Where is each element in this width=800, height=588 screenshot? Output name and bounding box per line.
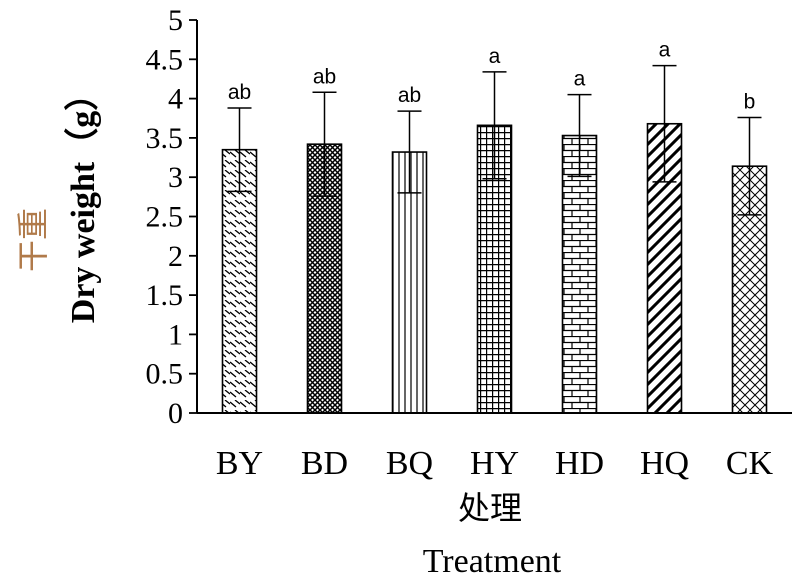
x-axis-label-chinese: 处理	[458, 489, 522, 527]
x-tick-label-hd: HD	[555, 445, 604, 482]
y-tick-label: 2	[168, 240, 183, 273]
bar-bq	[391, 151, 428, 414]
significance-label-ck: b	[744, 90, 756, 113]
significance-label-hy: a	[489, 45, 501, 68]
y-tick-label: 3	[168, 161, 183, 194]
y-tick-label: 4	[168, 83, 183, 116]
y-tick-label: 3.5	[146, 122, 184, 155]
significance-label-hq: a	[659, 39, 671, 62]
bars-layer: ab BY ab BD ab BQ a HY a HD a HQ b CK	[216, 39, 774, 482]
y-tick-label: 0.5	[146, 358, 184, 391]
significance-label-by: ab	[228, 81, 251, 104]
y-tick-label: 2.5	[146, 201, 184, 234]
y-tick-label: 4.5	[146, 43, 184, 76]
x-axis-label: Treatment	[423, 543, 562, 580]
x-tick-label-by: BY	[216, 445, 263, 482]
y-tick-label: 1.5	[146, 279, 184, 312]
significance-label-bd: ab	[313, 65, 336, 88]
x-tick-label-hq: HQ	[640, 445, 689, 482]
significance-label-bq: ab	[398, 84, 421, 107]
y-tick-label: 5	[168, 4, 183, 37]
x-tick-label-hy: HY	[470, 445, 519, 482]
significance-label-hd: a	[574, 68, 586, 91]
y-axis-label: Dry weight（g）	[63, 77, 102, 323]
y-tick-label: 1	[168, 318, 183, 351]
bar-by	[221, 148, 258, 414]
x-tick-label-bq: BQ	[386, 445, 433, 482]
y-axis-label-chinese: 干重	[14, 208, 52, 272]
x-tick-label-ck: CK	[726, 445, 774, 482]
x-tick-label-bd: BD	[301, 445, 348, 482]
axes-layer: 0 0.5 1 1.5 2 2.5 3 3.5 4 4.5 5	[146, 4, 792, 430]
y-tick-label: 0	[168, 397, 183, 430]
